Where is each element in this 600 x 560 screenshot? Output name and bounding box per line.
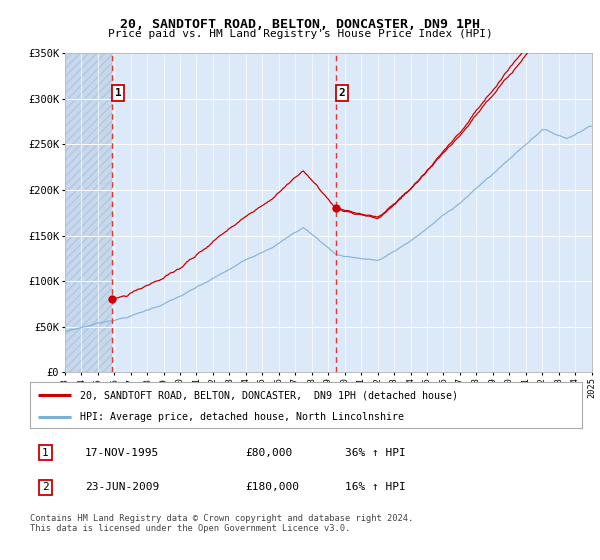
Text: £180,000: £180,000 — [245, 482, 299, 492]
Text: 16% ↑ HPI: 16% ↑ HPI — [344, 482, 406, 492]
Text: 17-NOV-1995: 17-NOV-1995 — [85, 447, 160, 458]
Text: 1: 1 — [115, 88, 121, 98]
Text: 23-JUN-2009: 23-JUN-2009 — [85, 482, 160, 492]
Text: HPI: Average price, detached house, North Lincolnshire: HPI: Average price, detached house, Nort… — [80, 412, 404, 422]
Text: 20, SANDTOFT ROAD, BELTON, DONCASTER, DN9 1PH: 20, SANDTOFT ROAD, BELTON, DONCASTER, DN… — [120, 18, 480, 31]
Text: 2: 2 — [42, 482, 49, 492]
Text: 2: 2 — [338, 88, 345, 98]
Text: Price paid vs. HM Land Registry's House Price Index (HPI): Price paid vs. HM Land Registry's House … — [107, 29, 493, 39]
Text: 36% ↑ HPI: 36% ↑ HPI — [344, 447, 406, 458]
Bar — [65, 53, 112, 372]
Text: £80,000: £80,000 — [245, 447, 293, 458]
Text: 20, SANDTOFT ROAD, BELTON, DONCASTER,  DN9 1PH (detached house): 20, SANDTOFT ROAD, BELTON, DONCASTER, DN… — [80, 390, 458, 400]
Text: 1: 1 — [42, 447, 49, 458]
Text: Contains HM Land Registry data © Crown copyright and database right 2024.
This d: Contains HM Land Registry data © Crown c… — [30, 514, 413, 534]
